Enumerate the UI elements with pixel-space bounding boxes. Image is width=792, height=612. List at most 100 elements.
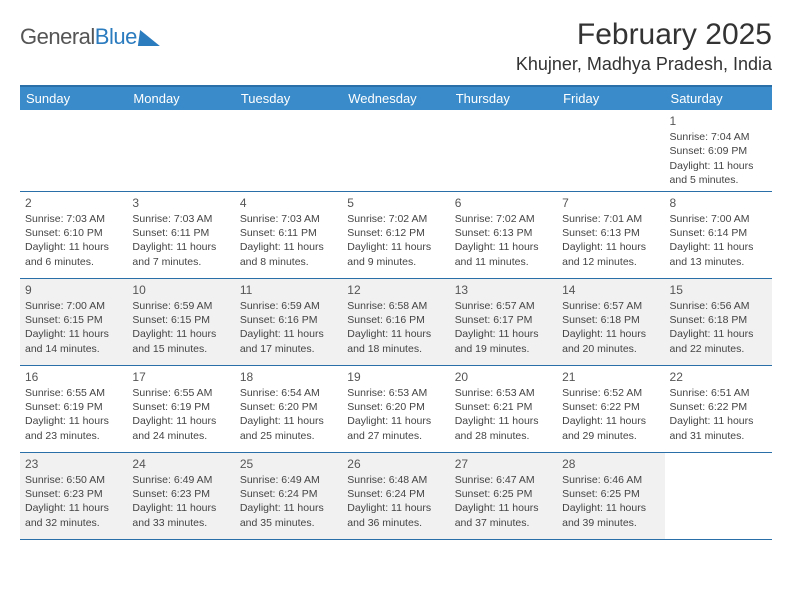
- sunrise-text: Sunrise: 6:47 AM: [455, 473, 552, 487]
- weekday-header: Monday: [127, 87, 234, 110]
- day-cell-empty: [235, 110, 342, 191]
- sunset-text: Sunset: 6:25 PM: [455, 487, 552, 501]
- daylight-text: Daylight: 11 hours: [347, 414, 444, 428]
- sunset-text: Sunset: 6:16 PM: [347, 313, 444, 327]
- day-cell: 12Sunrise: 6:58 AMSunset: 6:16 PMDayligh…: [342, 279, 449, 365]
- sunset-text: Sunset: 6:12 PM: [347, 226, 444, 240]
- weekday-header: Thursday: [450, 87, 557, 110]
- day-number: 17: [132, 369, 229, 385]
- day-number: 27: [455, 456, 552, 472]
- logo-triangle-icon: [138, 30, 162, 46]
- week-row: 1Sunrise: 7:04 AMSunset: 6:09 PMDaylight…: [20, 110, 772, 192]
- daylight-text: Daylight: 11 hours: [455, 327, 552, 341]
- daylight-text: Daylight: 11 hours: [562, 327, 659, 341]
- location: Khujner, Madhya Pradesh, India: [516, 54, 772, 75]
- sunrise-text: Sunrise: 6:59 AM: [240, 299, 337, 313]
- daylight-text: Daylight: 11 hours: [240, 501, 337, 515]
- daylight-text: and 18 minutes.: [347, 342, 444, 356]
- day-number: 20: [455, 369, 552, 385]
- day-cell-empty: [127, 110, 234, 191]
- sunrise-text: Sunrise: 7:00 AM: [25, 299, 122, 313]
- sunrise-text: Sunrise: 6:56 AM: [670, 299, 767, 313]
- daylight-text: Daylight: 11 hours: [347, 501, 444, 515]
- daylight-text: and 19 minutes.: [455, 342, 552, 356]
- day-number: 9: [25, 282, 122, 298]
- daylight-text: Daylight: 11 hours: [562, 501, 659, 515]
- sunset-text: Sunset: 6:20 PM: [347, 400, 444, 414]
- day-cell: 22Sunrise: 6:51 AMSunset: 6:22 PMDayligh…: [665, 366, 772, 452]
- day-number: 14: [562, 282, 659, 298]
- daylight-text: and 37 minutes.: [455, 516, 552, 530]
- day-number: 26: [347, 456, 444, 472]
- daylight-text: and 29 minutes.: [562, 429, 659, 443]
- day-number: 8: [670, 195, 767, 211]
- daylight-text: and 35 minutes.: [240, 516, 337, 530]
- header: GeneralBlue February 2025 Khujner, Madhy…: [20, 18, 772, 75]
- day-number: 18: [240, 369, 337, 385]
- sunset-text: Sunset: 6:11 PM: [132, 226, 229, 240]
- day-number: 19: [347, 369, 444, 385]
- day-number: 10: [132, 282, 229, 298]
- sunset-text: Sunset: 6:18 PM: [562, 313, 659, 327]
- week-row: 9Sunrise: 7:00 AMSunset: 6:15 PMDaylight…: [20, 279, 772, 366]
- daylight-text: Daylight: 11 hours: [347, 327, 444, 341]
- sunrise-text: Sunrise: 6:52 AM: [562, 386, 659, 400]
- day-number: 21: [562, 369, 659, 385]
- day-cell: 26Sunrise: 6:48 AMSunset: 6:24 PMDayligh…: [342, 453, 449, 539]
- daylight-text: and 17 minutes.: [240, 342, 337, 356]
- day-number: 16: [25, 369, 122, 385]
- daylight-text: and 32 minutes.: [25, 516, 122, 530]
- daylight-text: Daylight: 11 hours: [455, 414, 552, 428]
- sunset-text: Sunset: 6:24 PM: [347, 487, 444, 501]
- daylight-text: Daylight: 11 hours: [670, 159, 767, 173]
- day-cell: 24Sunrise: 6:49 AMSunset: 6:23 PMDayligh…: [127, 453, 234, 539]
- day-cell: 7Sunrise: 7:01 AMSunset: 6:13 PMDaylight…: [557, 192, 664, 278]
- daylight-text: and 13 minutes.: [670, 255, 767, 269]
- sunset-text: Sunset: 6:22 PM: [670, 400, 767, 414]
- sunset-text: Sunset: 6:22 PM: [562, 400, 659, 414]
- sunrise-text: Sunrise: 6:57 AM: [455, 299, 552, 313]
- weekday-header: Friday: [557, 87, 664, 110]
- sunrise-text: Sunrise: 6:48 AM: [347, 473, 444, 487]
- daylight-text: Daylight: 11 hours: [347, 240, 444, 254]
- daylight-text: Daylight: 11 hours: [25, 240, 122, 254]
- day-cell: 11Sunrise: 6:59 AMSunset: 6:16 PMDayligh…: [235, 279, 342, 365]
- daylight-text: and 7 minutes.: [132, 255, 229, 269]
- sunrise-text: Sunrise: 7:02 AM: [455, 212, 552, 226]
- day-cell: 27Sunrise: 6:47 AMSunset: 6:25 PMDayligh…: [450, 453, 557, 539]
- day-cell: 19Sunrise: 6:53 AMSunset: 6:20 PMDayligh…: [342, 366, 449, 452]
- day-number: 6: [455, 195, 552, 211]
- daylight-text: Daylight: 11 hours: [132, 414, 229, 428]
- daylight-text: and 31 minutes.: [670, 429, 767, 443]
- sunset-text: Sunset: 6:24 PM: [240, 487, 337, 501]
- day-number: 7: [562, 195, 659, 211]
- weekday-header-row: SundayMondayTuesdayWednesdayThursdayFrid…: [20, 87, 772, 110]
- sunset-text: Sunset: 6:15 PM: [132, 313, 229, 327]
- logo: GeneralBlue: [20, 18, 161, 50]
- day-number: 4: [240, 195, 337, 211]
- daylight-text: and 23 minutes.: [25, 429, 122, 443]
- day-cell-empty: [665, 453, 772, 539]
- sunset-text: Sunset: 6:25 PM: [562, 487, 659, 501]
- calendar: SundayMondayTuesdayWednesdayThursdayFrid…: [20, 85, 772, 540]
- daylight-text: and 24 minutes.: [132, 429, 229, 443]
- sunrise-text: Sunrise: 6:49 AM: [132, 473, 229, 487]
- day-number: 1: [670, 113, 767, 129]
- week-row: 2Sunrise: 7:03 AMSunset: 6:10 PMDaylight…: [20, 192, 772, 279]
- sunset-text: Sunset: 6:18 PM: [670, 313, 767, 327]
- sunrise-text: Sunrise: 6:55 AM: [25, 386, 122, 400]
- day-cell: 15Sunrise: 6:56 AMSunset: 6:18 PMDayligh…: [665, 279, 772, 365]
- daylight-text: and 27 minutes.: [347, 429, 444, 443]
- sunset-text: Sunset: 6:19 PM: [25, 400, 122, 414]
- daylight-text: Daylight: 11 hours: [562, 240, 659, 254]
- daylight-text: Daylight: 11 hours: [25, 327, 122, 341]
- sunset-text: Sunset: 6:15 PM: [25, 313, 122, 327]
- week-row: 23Sunrise: 6:50 AMSunset: 6:23 PMDayligh…: [20, 453, 772, 540]
- day-cell-empty: [342, 110, 449, 191]
- day-number: 23: [25, 456, 122, 472]
- daylight-text: Daylight: 11 hours: [670, 240, 767, 254]
- sunset-text: Sunset: 6:14 PM: [670, 226, 767, 240]
- daylight-text: Daylight: 11 hours: [25, 414, 122, 428]
- title-block: February 2025 Khujner, Madhya Pradesh, I…: [516, 18, 772, 75]
- day-number: 25: [240, 456, 337, 472]
